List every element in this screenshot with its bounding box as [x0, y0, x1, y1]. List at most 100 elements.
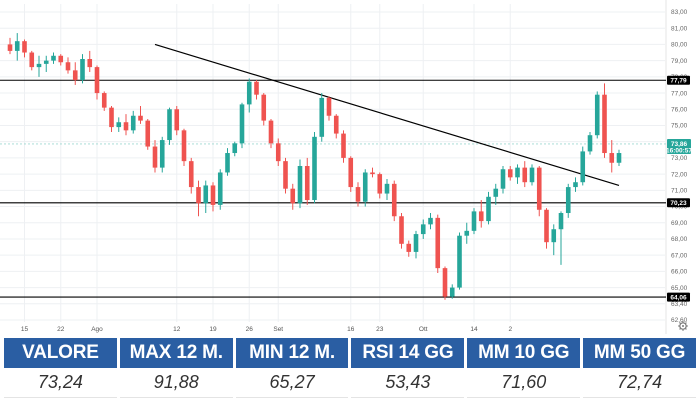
candle — [58, 54, 64, 66]
candle-body — [319, 97, 325, 137]
candle-body — [14, 41, 20, 51]
candle-body — [341, 133, 346, 158]
stat-valore: VALORE 73,24 — [4, 338, 117, 398]
candle — [348, 156, 354, 192]
candle-body — [87, 59, 93, 68]
candle-body — [493, 188, 499, 197]
y-tick-label: 67,00 — [671, 252, 688, 259]
candle — [138, 106, 143, 124]
candle-body — [609, 153, 615, 163]
level-label: 70,23 — [670, 200, 687, 207]
y-tick-label: 63,40 — [671, 301, 688, 308]
x-tick-label: 2 — [508, 326, 512, 333]
candle — [36, 55, 42, 77]
candle-body — [290, 188, 296, 204]
candle-body — [565, 187, 571, 214]
candle — [109, 106, 114, 132]
candle — [609, 140, 615, 173]
candle-body — [602, 94, 607, 154]
candle — [355, 182, 361, 207]
candle-body — [167, 109, 172, 141]
candle — [210, 182, 216, 212]
candle-body — [152, 146, 158, 168]
candlestick-chart: 62,6063,4065,0066,0067,0068,0069,0070,00… — [0, 0, 692, 334]
stock-chart: 62,6063,4065,0066,0067,0068,0069,0070,00… — [0, 0, 692, 334]
y-tick-label: 75,00 — [671, 123, 688, 130]
candle-body — [65, 62, 71, 71]
candle-body — [43, 60, 49, 64]
candle — [181, 128, 187, 166]
candle-body — [196, 187, 201, 204]
candle — [486, 191, 491, 225]
candle-body — [297, 166, 303, 204]
stat-label: MM 50 GG — [583, 338, 696, 368]
candle — [377, 172, 383, 199]
candle — [428, 213, 433, 230]
candle-body — [551, 229, 557, 243]
candle — [391, 180, 397, 222]
candle-body — [7, 44, 13, 51]
candle-body — [283, 161, 288, 189]
candle-body — [29, 52, 35, 68]
candle-body — [94, 67, 100, 94]
candle-body — [72, 70, 78, 81]
candle — [384, 178, 390, 201]
candle — [587, 131, 593, 155]
candle-body — [355, 187, 361, 202]
candle — [167, 107, 172, 145]
candle — [80, 54, 85, 84]
candle-body — [36, 63, 42, 68]
candle-body — [478, 211, 484, 222]
candle-body — [377, 174, 383, 194]
candle — [174, 106, 180, 136]
candle-body — [587, 135, 593, 152]
level-label-box — [667, 292, 690, 302]
candle — [268, 118, 274, 149]
candle-body — [594, 94, 600, 136]
x-tick-label: 19 — [209, 326, 217, 333]
candle-body — [239, 104, 245, 144]
candle-body — [370, 172, 375, 175]
candle — [246, 78, 252, 113]
candle-body — [123, 122, 129, 131]
candle-body — [232, 143, 238, 154]
candle-body — [22, 41, 27, 53]
candle — [275, 138, 281, 166]
candle — [565, 183, 571, 218]
candle — [297, 159, 303, 209]
y-tick-label: 79,00 — [671, 58, 688, 65]
candle-body — [362, 172, 368, 202]
candle — [399, 213, 404, 249]
stat-value: 73,24 — [4, 368, 117, 398]
candle-body — [442, 268, 448, 297]
candle — [478, 200, 484, 228]
candle-body — [58, 55, 64, 63]
candle-body — [449, 287, 455, 297]
candle — [72, 62, 78, 85]
y-tick-label: 83,00 — [671, 9, 688, 16]
candle — [573, 177, 578, 192]
candle — [558, 211, 564, 265]
candle-body — [616, 153, 622, 163]
candle — [442, 266, 448, 300]
candle-body — [435, 217, 441, 269]
candle — [536, 166, 542, 217]
y-tick-label: 76,00 — [671, 106, 688, 113]
candle-body — [544, 209, 549, 243]
candle — [312, 131, 317, 204]
candle — [87, 50, 93, 72]
candle-body — [464, 230, 470, 236]
stat-label: VALORE — [4, 338, 117, 368]
candle-body — [573, 182, 578, 188]
candle-body — [536, 167, 542, 210]
candle-body — [109, 107, 114, 128]
candle — [515, 164, 520, 184]
gear-icon[interactable] — [678, 321, 688, 331]
candle — [522, 161, 528, 188]
y-tick-label: 71,00 — [671, 188, 688, 195]
level-label: 64,06 — [670, 294, 687, 301]
level-label: 77,79 — [670, 78, 687, 85]
y-tick-label: 68,00 — [671, 236, 688, 243]
candle-body — [217, 172, 223, 205]
candle-body — [457, 235, 462, 288]
